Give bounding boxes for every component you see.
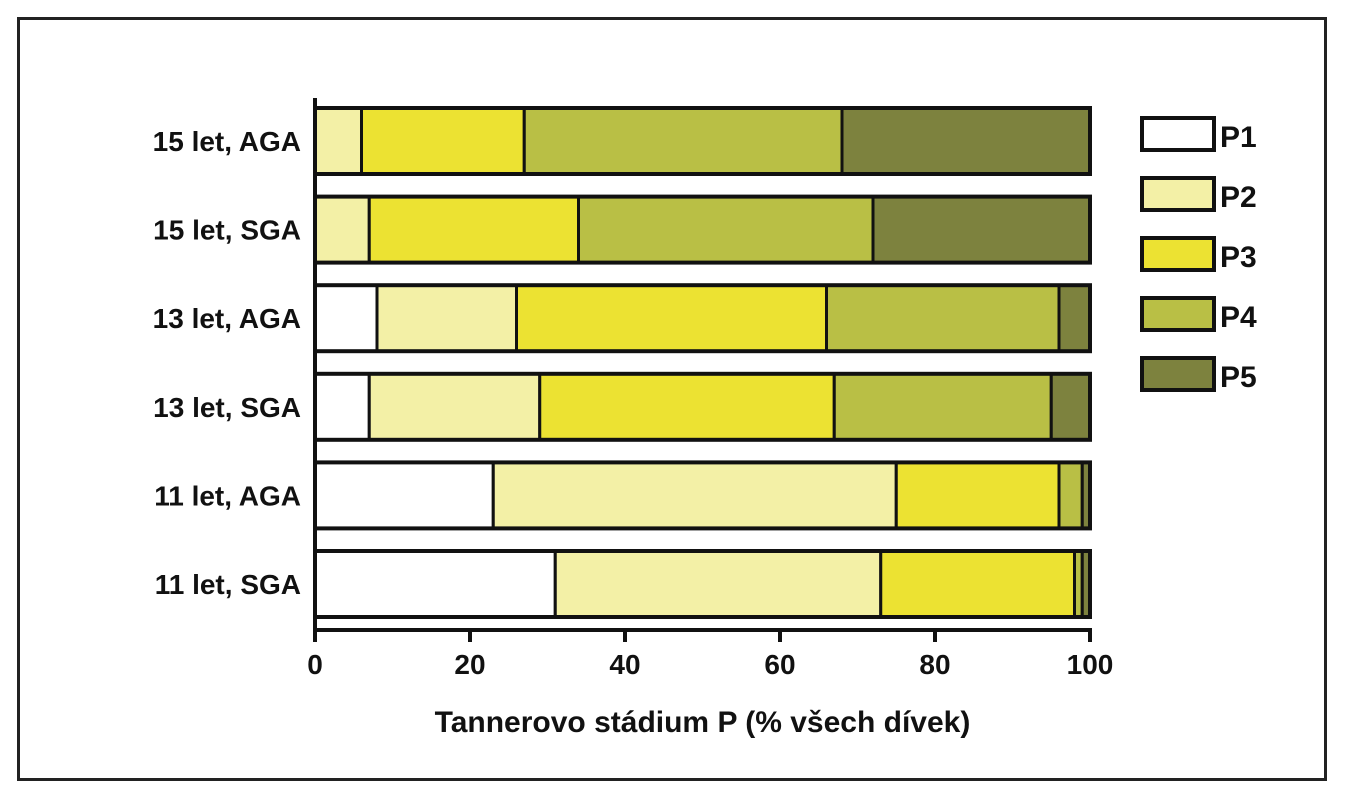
category-label: 15 let, SGA bbox=[153, 215, 301, 246]
bar-p4-2 bbox=[577, 195, 875, 265]
x-tick-label: 40 bbox=[609, 649, 640, 680]
bar-p2-3 bbox=[375, 283, 518, 353]
legend-swatch-p1 bbox=[1140, 116, 1216, 152]
bar-p3-4 bbox=[538, 372, 836, 442]
x-tick-label: 60 bbox=[764, 649, 795, 680]
x-axis-title: Tannerovo stádium P (% všech dívek) bbox=[435, 706, 971, 739]
bar-p1-4 bbox=[313, 372, 371, 442]
category-label: 11 let, AGA bbox=[154, 480, 301, 511]
bar-p3-6 bbox=[879, 549, 1076, 619]
bar-p1-3 bbox=[313, 283, 379, 353]
bar-p3-5 bbox=[894, 460, 1061, 530]
bar-p5-4 bbox=[1049, 372, 1092, 442]
legend-label-p4: P4 bbox=[1220, 301, 1257, 334]
x-tick-label: 20 bbox=[454, 649, 485, 680]
legend-label-p5: P5 bbox=[1220, 361, 1257, 394]
bar-p1-5 bbox=[313, 460, 495, 530]
bar-p4-4 bbox=[832, 372, 1053, 442]
legend-label-p1: P1 bbox=[1220, 121, 1257, 154]
bar-p4-1 bbox=[522, 106, 844, 176]
bar-p2-4 bbox=[367, 372, 542, 442]
legend-swatch-p5 bbox=[1140, 356, 1216, 392]
bar-p2-1 bbox=[313, 106, 363, 176]
bar-p3-1 bbox=[360, 106, 526, 176]
bar-p2-6 bbox=[553, 549, 883, 619]
category-label: 15 let, AGA bbox=[153, 126, 301, 157]
bar-p2-2 bbox=[313, 195, 371, 265]
legend-label-p2: P2 bbox=[1220, 181, 1257, 214]
category-label: 13 let, SGA bbox=[153, 392, 301, 423]
bar-p5-1 bbox=[840, 106, 1092, 176]
bar-p1-6 bbox=[313, 549, 557, 619]
bar-p3-3 bbox=[515, 283, 828, 353]
bar-p5-3 bbox=[1057, 283, 1092, 353]
x-tick-label: 0 bbox=[307, 649, 323, 680]
legend-swatch-p2 bbox=[1140, 176, 1216, 212]
legend-swatch-p4 bbox=[1140, 296, 1216, 332]
bar-p2-5 bbox=[491, 460, 898, 530]
bar-p4-3 bbox=[825, 283, 1061, 353]
x-tick-label: 100 bbox=[1067, 649, 1114, 680]
legend-swatch-p3 bbox=[1140, 236, 1216, 272]
category-label: 11 let, SGA bbox=[155, 569, 301, 600]
category-label: 13 let, AGA bbox=[153, 303, 301, 334]
x-tick-label: 80 bbox=[919, 649, 950, 680]
bar-p4-5 bbox=[1057, 460, 1084, 530]
bar-p5-2 bbox=[871, 195, 1092, 265]
legend-label-p3: P3 bbox=[1220, 241, 1257, 274]
bar-p3-2 bbox=[367, 195, 580, 265]
